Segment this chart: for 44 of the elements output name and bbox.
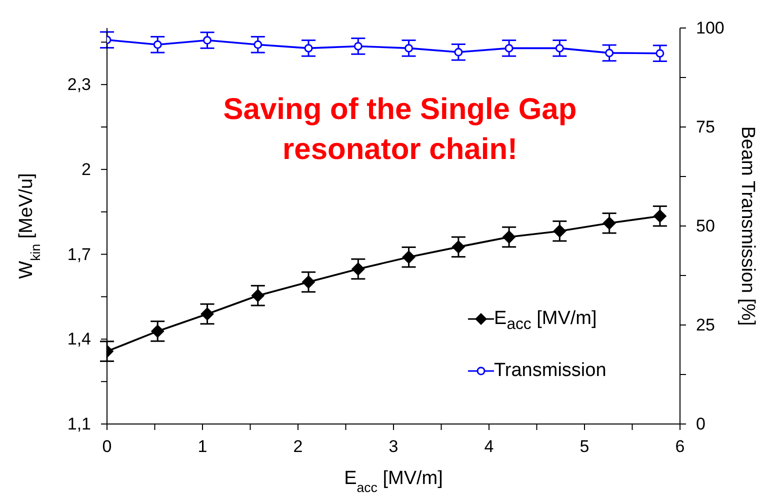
- point: [404, 44, 414, 52]
- x-tick-label: 5: [580, 437, 590, 456]
- point: [605, 48, 614, 58]
- point: [602, 216, 616, 230]
- point: [452, 240, 465, 254]
- x-tick-label: 2: [293, 437, 303, 456]
- point: [302, 276, 316, 289]
- point: [653, 210, 666, 223]
- point: [502, 230, 516, 244]
- point: [504, 44, 514, 52]
- point: [304, 44, 313, 52]
- point: [656, 49, 664, 58]
- x-tick-label: 3: [388, 437, 398, 456]
- point: [153, 40, 162, 49]
- x-tick-label: 0: [102, 437, 112, 456]
- point: [254, 40, 262, 49]
- legend-label: Transmission: [494, 360, 606, 381]
- legend-label: E$_{acc}$ [MV/m]: [494, 308, 597, 333]
- point: [454, 48, 463, 56]
- y2-tick-label: 0: [696, 414, 706, 434]
- y2-tick-label: 25: [696, 316, 715, 334]
- y2-tick-label: 75: [696, 118, 715, 136]
- y-tick-label: 1,1: [67, 414, 91, 434]
- x-tick-label: 4: [484, 437, 494, 456]
- x-tick-label: 1: [198, 437, 208, 456]
- annotation: Saving of the Single Gap resonator chain!: [222, 92, 578, 168]
- y-tick-label: 2: [82, 160, 91, 179]
- point: [402, 250, 416, 264]
- y2-axis-title: Beam Transmission [%]: [737, 126, 758, 326]
- point: [352, 262, 365, 276]
- point: [200, 307, 214, 320]
- point: [354, 42, 362, 50]
- x-tick-label: 6: [675, 437, 685, 456]
- point: [203, 36, 212, 45]
- y2-tick-label: 100: [696, 18, 724, 38]
- x-axis-title: E$_{acc}$ [MV/m]: [344, 468, 443, 494]
- point: [555, 44, 564, 52]
- y2-tick-label: 50: [696, 216, 715, 236]
- point: [251, 289, 264, 302]
- y-tick-label: 1,4: [67, 330, 91, 349]
- y-tick-label: 2,3: [67, 75, 91, 94]
- y-tick-label: 1,7: [67, 244, 91, 264]
- point: [151, 324, 164, 338]
- point: [553, 224, 566, 238]
